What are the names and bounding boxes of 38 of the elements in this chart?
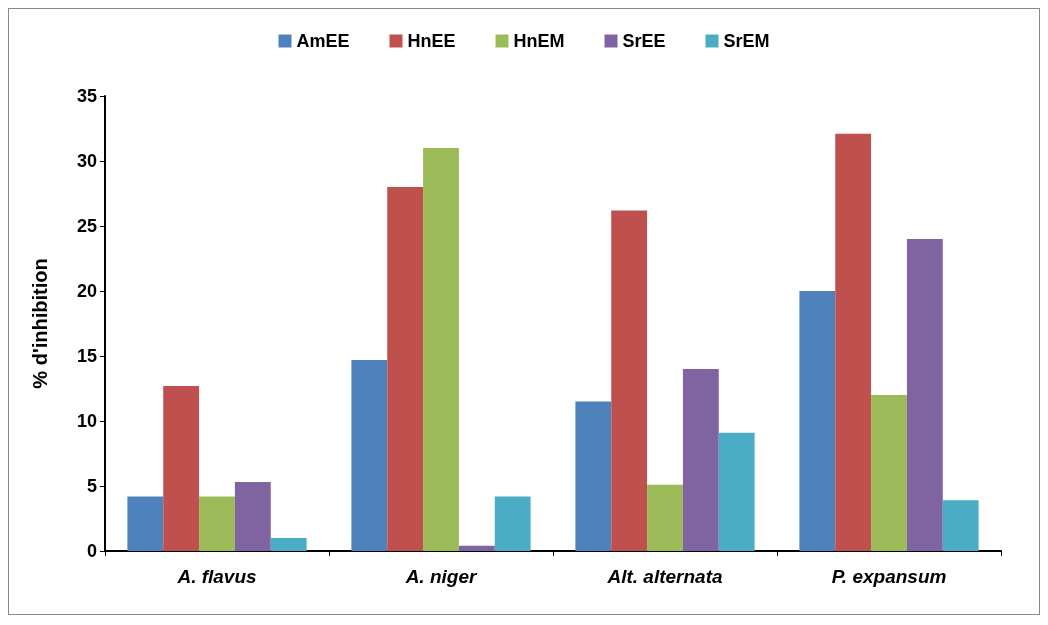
bar <box>458 545 495 551</box>
y-tick-label: 5 <box>86 476 97 496</box>
bar <box>871 395 907 551</box>
bar <box>906 239 943 551</box>
x-tick-label: P. expansum <box>831 566 947 587</box>
y-tick-label: 10 <box>76 411 97 431</box>
y-tick-label: 0 <box>86 541 97 561</box>
bar <box>234 482 271 551</box>
legend-label: SrEE <box>622 31 666 51</box>
bar <box>423 148 459 551</box>
bar <box>611 210 648 551</box>
bar <box>163 385 200 551</box>
bar <box>942 500 979 551</box>
bar <box>494 496 531 551</box>
bar <box>270 538 307 551</box>
legend-label: HnEM <box>513 31 565 51</box>
bar <box>682 369 719 551</box>
bar <box>575 401 612 551</box>
y-tick-label: 30 <box>76 151 97 171</box>
legend-label: HnEE <box>407 31 456 51</box>
x-tick-label: A. niger <box>404 566 478 587</box>
y-tick-label: 20 <box>76 281 97 301</box>
bar <box>835 133 872 551</box>
legend-label: AmEE <box>296 31 350 51</box>
bar <box>799 291 836 551</box>
bar <box>127 496 164 551</box>
bar <box>387 187 424 551</box>
x-tick-label: Alt. alternata <box>606 566 723 587</box>
bar <box>647 484 683 551</box>
y-tick-label: 15 <box>76 346 97 366</box>
y-tick-label: 35 <box>76 86 97 106</box>
bar <box>718 432 755 551</box>
legend-label: SrEM <box>723 31 770 51</box>
bar <box>199 496 235 551</box>
x-tick-label: A. flavus <box>176 566 257 587</box>
y-axis-title: % d'inhibition <box>29 258 51 389</box>
bar <box>351 359 388 551</box>
y-tick-label: 25 <box>76 216 97 236</box>
